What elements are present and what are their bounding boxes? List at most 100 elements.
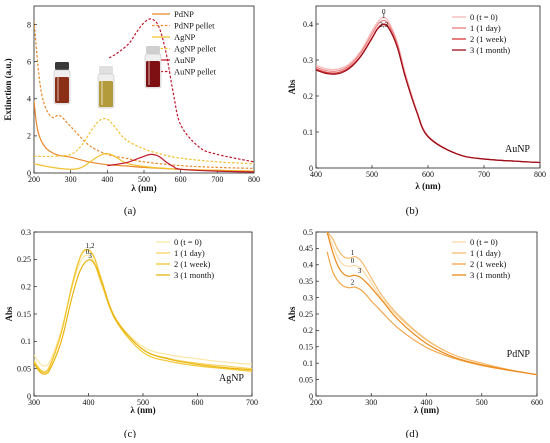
series-line-a-3 [34,118,254,165]
x-tick-label: 200 [310,398,322,407]
y-tick-label: 0.5 [303,228,313,237]
y-axis-label: Abs [287,79,297,95]
vial-highlight [148,61,150,85]
panel-b: 400 500 600 700 800 0 0.1 0.2 0.3 0.4 λ (nm) Abs 0 (… [287,5,546,217]
panel-caption: (d) [406,428,419,438]
legend-label: 3 (1 month) [470,45,510,55]
y-tick-label: 0.2 [303,326,313,335]
panel-sample-label: AuNP [505,144,530,155]
peak-label: 1 [351,249,355,257]
legend: 0 (t = 0)1 (1 day)2 (1 week)3 (1 month) [452,237,510,280]
plot-frame [33,231,253,397]
x-tick-label: 700 [211,175,223,184]
x-tick-label: 300 [65,175,77,184]
x-axis-label: λ (nm) [130,405,155,415]
series-line-a-1 [34,20,254,169]
series-line-b-0 [316,16,540,164]
x-axis-label: λ (nm) [414,405,439,415]
series-line-c-0 [34,254,252,367]
x-tick-label: 500 [366,170,378,179]
y-tick-label: 2 [27,132,31,141]
y-tick-label: 0.4 [303,20,313,29]
series-line-c-2 [34,248,252,374]
x-tick-label: 700 [478,170,490,179]
legend-label: AuNP pellet [174,67,217,77]
plot-frame [315,231,538,397]
series-line-b-1 [316,19,540,164]
x-axis-label: λ (nm) [415,181,440,191]
y-tick-label: 0.15 [299,343,313,352]
vial-liquid [146,61,160,87]
x-tick-label: 800 [248,175,260,184]
y-tick-label: 0.1 [21,337,31,346]
series-line-d-0 [326,232,537,376]
peak-label: 1 [382,12,386,20]
x-tick-label: 400 [310,170,322,179]
y-tick-label: 0.05 [17,364,31,373]
legend-label: 0 (t = 0) [470,12,498,22]
y-tick-label: 0.45 [299,244,313,253]
legend: 0 (t = 0)1 (1 day)2 (1 week)3 (1 month) [156,237,214,280]
y-tick-label: 0 [27,169,31,178]
y-axis-label: Abs [4,306,14,322]
series-line-b-3 [316,24,540,164]
series-line-a-4 [107,153,254,173]
y-tick-label: 0.1 [303,128,313,137]
plot-area [34,248,252,375]
panel-a: 200 300 400 500 600 700 800 0 2 4 6 8 λ (nm) Extincti… [3,5,260,217]
x-tick-label: 400 [101,175,113,184]
panel-d: 200 300 400 500 600 0 0.05 0.1 0.15 0.2 0.25 0.3 0.3… [287,228,543,440]
legend-label: 3 (1 month) [470,270,510,280]
panel-caption: (b) [406,205,419,217]
y-tick-label: 0.25 [299,310,313,319]
x-tick-label: 600 [192,398,204,407]
plot-area [34,18,254,173]
panel-caption: (c) [124,428,137,438]
peak-label: 2,3 [379,21,388,29]
peak-label: 3 [88,252,92,260]
peak-label: 2 [351,278,355,286]
vial-highlight [101,81,103,105]
panel-sample-label: AgNP [219,373,244,384]
legend-label: AuNP [174,55,196,65]
y-axis-label: Abs [287,306,297,322]
x-tick-label: 500 [476,398,488,407]
x-tick-label: 600 [422,170,434,179]
vial-image [144,46,162,89]
peak-label: 0 [86,248,90,256]
vial-cap [55,62,69,70]
y-tick-label: 0.4 [303,261,313,270]
legend-label: 1 (1 day) [174,248,205,258]
y-tick-label: 0 [309,392,313,401]
series-line-a-0 [34,100,254,172]
series-line-d-3 [326,232,537,376]
y-tick-label: 8 [27,20,31,29]
legend-label: 2 (1 week) [470,259,507,269]
x-tick-label: 600 [175,175,187,184]
y-tick-label: 0.3 [303,293,313,302]
y-tick-label: 0.15 [17,310,31,319]
y-tick-label: 0 [27,392,31,401]
legend-label: 2 (1 week) [174,259,211,269]
legend-label: 0 (t = 0) [174,237,202,247]
legend: 0 (t = 0)1 (1 day)2 (1 week)3 (1 month) [452,12,510,55]
legend-label: AgNP [174,32,196,42]
y-tick-label: 0.2 [21,282,31,291]
y-tick-label: 0 [309,164,313,173]
vial-liquid [55,77,69,103]
x-tick-label: 200 [28,175,40,184]
y-tick-label: 0.3 [303,56,313,65]
x-tick-label: 700 [246,398,258,407]
legend-label: 2 (1 week) [470,34,507,44]
y-tick-label: 0.35 [299,277,313,286]
y-tick-label: 6 [27,57,31,66]
vial-image [97,66,115,109]
series-line-a-5 [108,18,254,163]
y-axis-label: Extinction (a.u.) [3,58,13,120]
vial-liquid [99,81,113,107]
panel-sample-label: PdNP [507,349,531,360]
series-line-d-2 [326,251,537,376]
legend-label: 1 (1 day) [470,23,501,33]
